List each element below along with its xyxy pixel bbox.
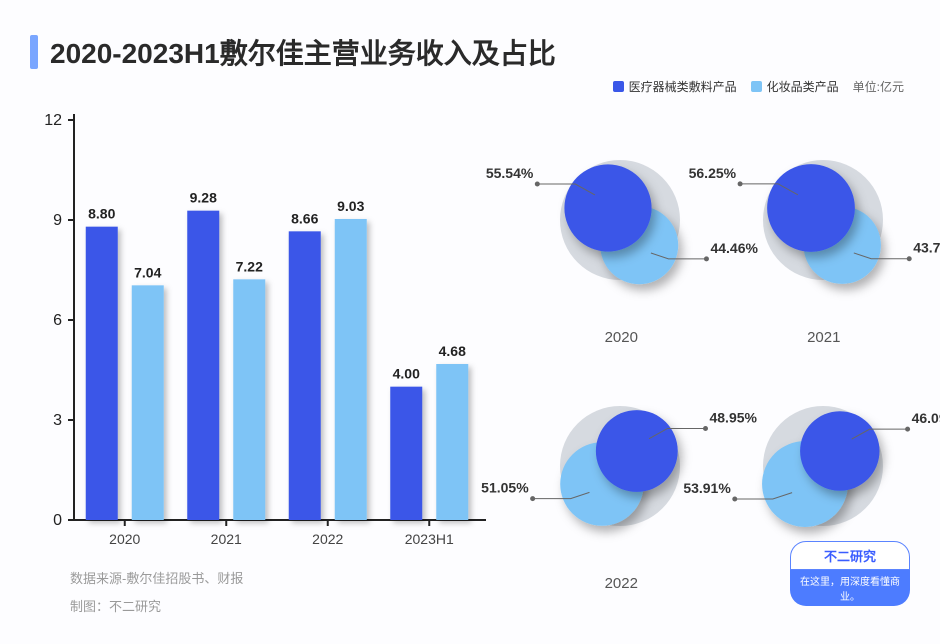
pie-bubble: 46.09%53.91%	[728, 376, 918, 566]
bar-series-b	[233, 279, 265, 520]
footer: 数据来源-敷尔佳招股书、财报 制图：不二研究	[70, 565, 243, 622]
unit-label: 单位:亿元	[853, 78, 904, 95]
pie-slice-a	[596, 410, 678, 492]
legend: 医疗器械类敷料产品 化妆品类产品 单位:亿元	[613, 78, 904, 95]
x-category-label: 2021	[211, 531, 242, 547]
swatch-series-b	[751, 81, 762, 92]
svg-text:0: 0	[53, 512, 62, 529]
pie-label-a: 56.25%	[688, 165, 736, 181]
pie-label-b: 43.75%	[913, 240, 940, 256]
svg-text:6: 6	[53, 312, 62, 329]
pie-slice-a	[800, 411, 879, 490]
bar-series-b	[436, 364, 468, 520]
brand-badge: 不二研究 在这里，用深度看懂商业。	[790, 541, 910, 606]
bar-series-a	[86, 227, 118, 520]
legend-item-series-a: 医疗器械类敷料产品	[613, 78, 737, 95]
pie-year-label: 2021	[728, 329, 921, 346]
pie-label-a: 55.54%	[486, 165, 534, 181]
x-category-label: 2023H1	[405, 531, 454, 547]
chart-title-bar: 2020-2023H1敷尔佳主营业务收入及占比	[30, 32, 556, 72]
legend-label-series-b: 化妆品类产品	[767, 78, 839, 95]
title-accent	[30, 35, 38, 69]
bar-chart: 0 3 6 9 12 8.80 7.04 2020 9.28 7.22 2021 8.66 9.03 20…	[30, 100, 490, 560]
x-category-label: 2020	[109, 531, 140, 547]
svg-text:12: 12	[44, 112, 62, 129]
pie-cell: 55.54%44.46% 2020	[525, 130, 718, 346]
bar-value-label: 4.00	[393, 366, 420, 382]
pie-bubble: 48.95%51.05%	[525, 376, 715, 566]
credit-line: 制图：不二研究	[70, 593, 243, 622]
swatch-series-a	[613, 81, 624, 92]
bar-value-label: 8.80	[88, 206, 115, 222]
bar-series-b	[132, 285, 164, 520]
page-title: 2020-2023H1敷尔佳主营业务收入及占比	[50, 32, 556, 72]
legend-item-series-b: 化妆品类产品	[751, 78, 839, 95]
pie-slice-a	[564, 164, 651, 251]
svg-text:9: 9	[53, 212, 62, 229]
pie-grid: 55.54%44.46%202056.25%43.75%202148.95%51…	[525, 130, 920, 560]
pie-label-a: 46.09%	[911, 410, 940, 426]
pie-label-b: 51.05%	[481, 480, 529, 496]
bar-series-a	[390, 387, 422, 520]
svg-text:3: 3	[53, 412, 62, 429]
pie-year-label: 2020	[525, 329, 718, 346]
brand-name: 不二研究	[790, 541, 910, 570]
pie-year-label: 2022	[525, 575, 718, 592]
pie-bubble: 56.25%43.75%	[728, 130, 918, 320]
pie-cell: 56.25%43.75% 2021	[728, 130, 921, 346]
bar-value-label: 4.68	[439, 343, 466, 359]
bar-series-a	[187, 211, 219, 520]
bar-value-label: 9.03	[337, 198, 364, 214]
bar-value-label: 7.04	[134, 264, 161, 280]
bar-series-a	[289, 231, 321, 520]
pie-bubble: 55.54%44.46%	[525, 130, 715, 320]
pie-slice-a	[767, 164, 855, 252]
bar-value-label: 8.66	[291, 210, 318, 226]
pie-label-b: 53.91%	[683, 480, 731, 496]
x-category-label: 2022	[312, 531, 343, 547]
bar-value-label: 7.22	[236, 258, 263, 274]
legend-label-series-a: 医疗器械类敷料产品	[629, 78, 737, 95]
source-line: 数据来源-敷尔佳招股书、财报	[70, 565, 243, 594]
bar-series-b	[335, 219, 367, 520]
bar-value-label: 9.28	[190, 190, 217, 206]
brand-tagline: 在这里，用深度看懂商业。	[790, 570, 910, 606]
